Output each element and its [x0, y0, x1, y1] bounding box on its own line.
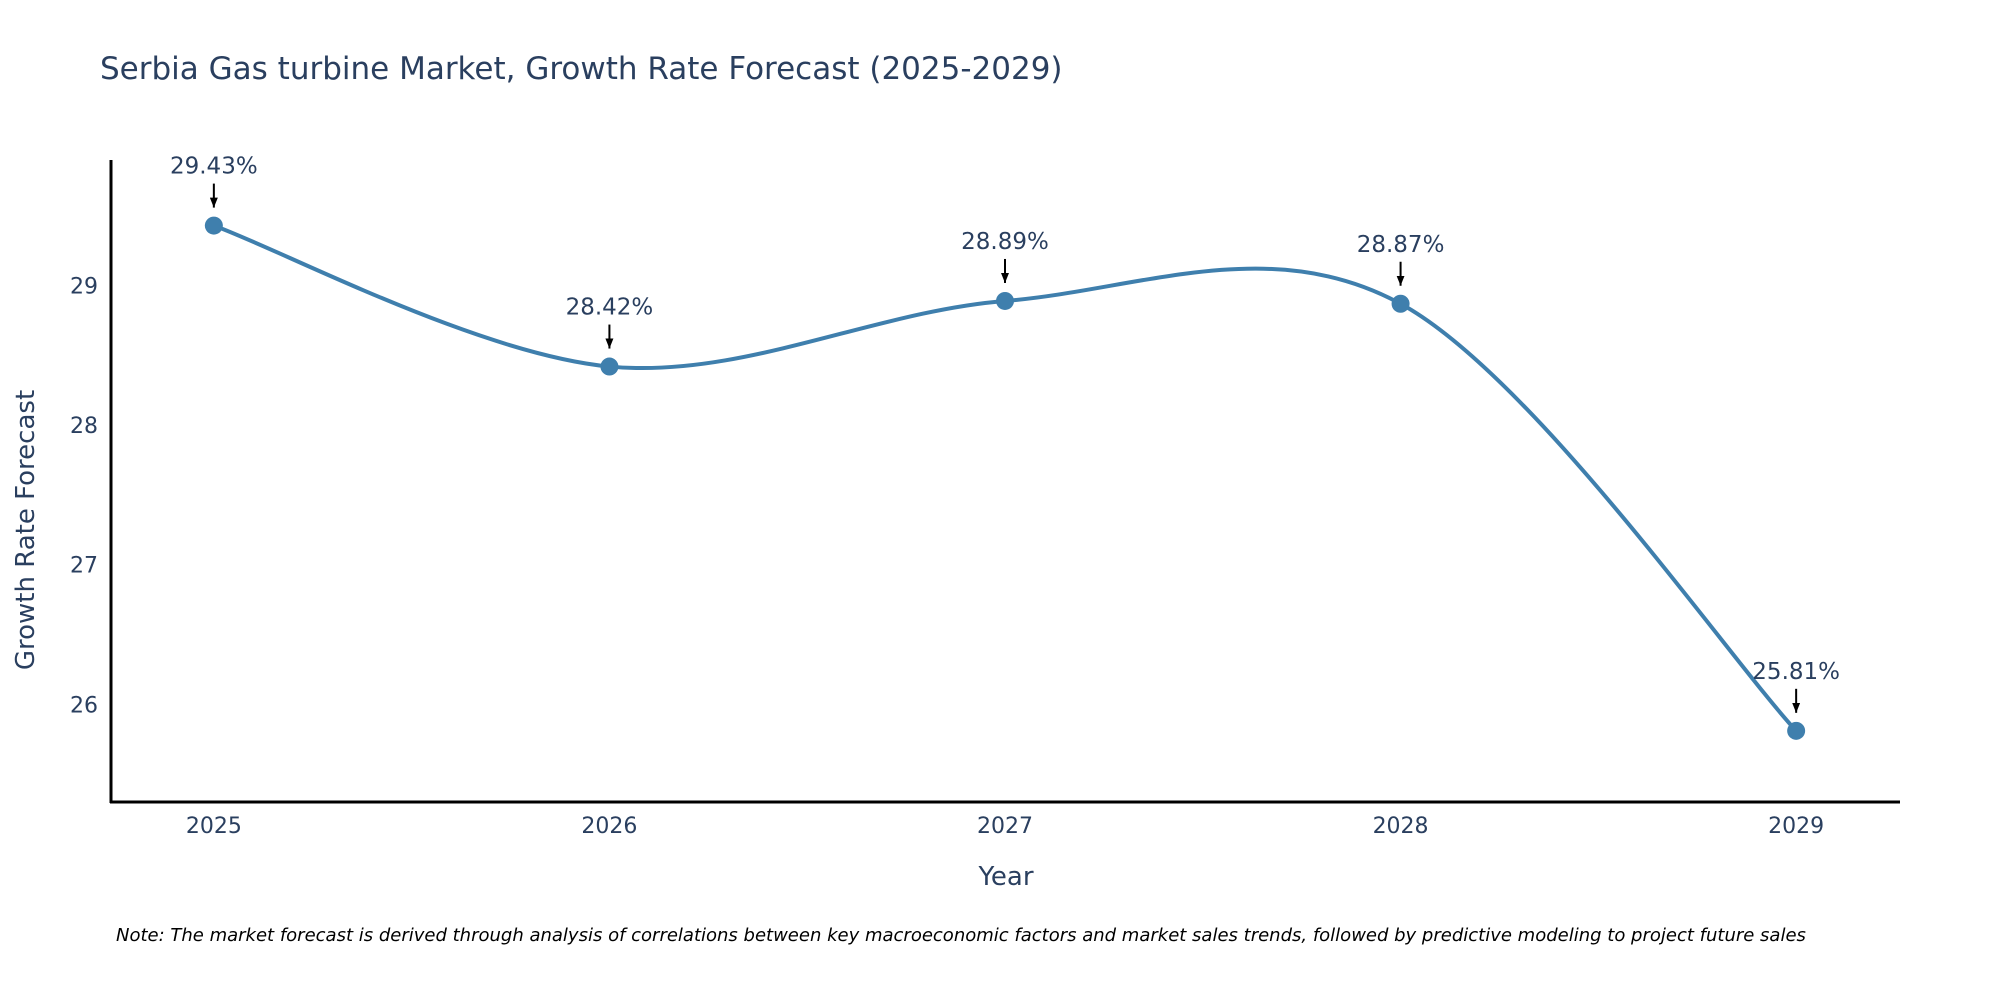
data-point-2027[interactable]: [996, 291, 1014, 310]
chart-title: Serbia Gas turbine Market, Growth Rate F…: [100, 51, 1063, 87]
data-point-2026[interactable]: [600, 357, 619, 376]
data-label-2026: 28.42%: [566, 295, 654, 321]
y-tick-labels: 26 27 28 29: [70, 275, 98, 719]
footnote: Note: The market forecast is derived thr…: [116, 925, 1806, 946]
data-point-2025[interactable]: [204, 216, 223, 235]
x-tick-label-2029: 2029: [1768, 814, 1824, 839]
y-tick-label-28: 28: [70, 414, 98, 439]
data-point-2028[interactable]: [1391, 294, 1410, 313]
x-tick-label-2026: 2026: [581, 814, 637, 839]
y-tick-label-27: 27: [70, 554, 98, 579]
data-labels: 29.43% 28.42% 28.89% 28.87% 25.81%: [170, 154, 1840, 713]
x-tick-label-2028: 2028: [1373, 814, 1429, 839]
data-label-2028: 28.87%: [1357, 232, 1445, 258]
plot-area: [204, 216, 1806, 740]
y-axis-title: Growth Rate Forecast: [11, 390, 41, 670]
data-label-2029: 25.81%: [1752, 659, 1840, 685]
series-line: [213, 223, 1798, 733]
x-tick-label-2027: 2027: [977, 814, 1033, 839]
y-tick-label-26: 26: [70, 693, 98, 718]
data-point-2029[interactable]: [1787, 721, 1806, 740]
x-axis-title: Year: [977, 862, 1033, 892]
y-tick-label-29: 29: [70, 275, 98, 300]
x-tick-labels: 2025 2026 2027 2028 2029: [186, 814, 1824, 839]
x-tick-label-2025: 2025: [186, 814, 242, 839]
data-label-2027: 28.89%: [961, 229, 1049, 255]
data-label-2025: 29.43%: [170, 154, 258, 180]
